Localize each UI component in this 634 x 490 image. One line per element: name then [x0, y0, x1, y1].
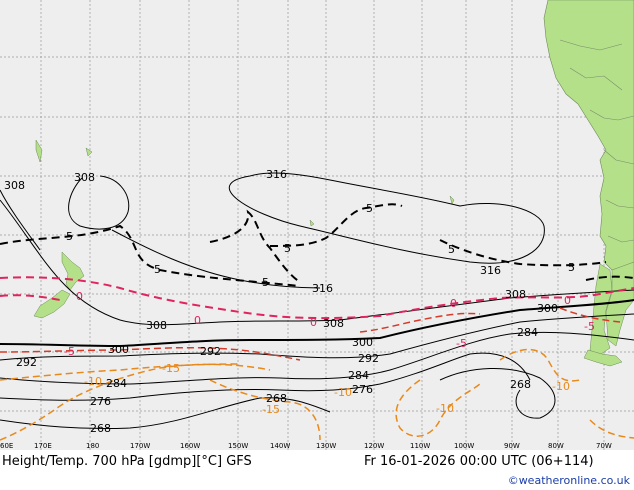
height-label: 300: [352, 336, 373, 349]
height-label: 308: [146, 319, 167, 332]
temp-label-plus5: 5: [568, 261, 575, 274]
temp-zero-contours: [0, 276, 634, 320]
contour-316b: [111, 229, 321, 289]
height-label: 292: [16, 356, 37, 369]
lon-tick: 90W: [504, 442, 520, 450]
lon-tick: 160W: [180, 442, 200, 450]
height-labels: 308 308 316 316 316 308 308 308 300 300 …: [4, 168, 558, 435]
temp-plus5-contours: [0, 203, 634, 287]
lon-tick: 170E: [34, 442, 52, 450]
temp-label-plus5: 5: [448, 243, 455, 256]
temp-label-minus10: -10: [334, 386, 352, 399]
lon-tick: 150W: [228, 442, 248, 450]
height-label: 292: [200, 345, 221, 358]
temp-label-minus5: -5: [456, 337, 467, 350]
lon-tick: 100W: [454, 442, 474, 450]
height-label: 268: [510, 378, 531, 391]
temp-label-minus5: -5: [64, 345, 75, 358]
height-label: 300: [108, 343, 129, 356]
height-label: 300: [537, 302, 558, 315]
contour-308-nz: [0, 175, 130, 251]
height-label: 276: [90, 395, 111, 408]
temp-label-minus15: -15: [262, 403, 280, 416]
temp-label-minus15: -15: [162, 362, 180, 375]
height-label: 308: [505, 288, 526, 301]
height-label: 308: [74, 171, 95, 184]
height-label: 308: [4, 179, 25, 192]
tierra-del-fuego: [583, 349, 623, 367]
new-zealand-north: [61, 251, 85, 291]
map-title: Height/Temp. 700 hPa [gdmp][°C] GFS: [2, 454, 252, 469]
temp-label-plus5: 5: [262, 276, 269, 289]
lon-tick: 170W: [130, 442, 150, 450]
temp-label-minus10: -10: [552, 380, 570, 393]
temp-label-plus5: 5: [366, 202, 373, 215]
contour-268: [0, 367, 556, 430]
valid-time: Fr 16-01-2026 00:00 UTC (06+114): [364, 454, 594, 469]
contour-284: [0, 331, 634, 385]
contour-300: [0, 299, 634, 348]
height-label: 316: [312, 282, 333, 295]
longitude-axis: 60E 170E 180 170W 160W 150W 140W 130W 12…: [0, 442, 612, 450]
height-label: 284: [517, 326, 538, 339]
contour-276: [0, 352, 531, 401]
height-label: 268: [266, 392, 287, 405]
lon-tick: 180: [86, 442, 99, 450]
contour-316: [228, 172, 545, 264]
temp-label-plus5: 5: [66, 230, 73, 243]
height-label: 308: [323, 317, 344, 330]
credit-link[interactable]: ©weatheronline.co.uk: [507, 474, 630, 487]
lon-tick: 60E: [0, 442, 13, 450]
lon-tick: 80W: [548, 442, 564, 450]
temp-label-minus10: -10: [436, 402, 454, 415]
temp-label-zero: 0: [76, 290, 83, 303]
temp-label-zero: 0: [194, 314, 201, 327]
lon-tick: 120W: [364, 442, 384, 450]
height-label: 268: [90, 422, 111, 435]
lon-tick: 140W: [270, 442, 290, 450]
height-label: 316: [480, 264, 501, 277]
lon-tick: 70W: [596, 442, 612, 450]
height-label: 292: [358, 352, 379, 365]
country-borders: [559, 39, 634, 243]
new-zealand-south: [33, 289, 71, 319]
temp-label-zero: 0: [450, 297, 457, 310]
islands: [35, 139, 455, 227]
temp-label-minus10: -10: [84, 375, 102, 388]
height-label: 284: [106, 377, 127, 390]
temp-labels: 5 5 5 5 5 5 5 0 0 0 0 0 -5 -5 -5 -10 -10…: [64, 202, 595, 416]
temp-label-zero: 0: [310, 316, 317, 329]
temp-label-minus5: -5: [584, 320, 595, 333]
height-label: 316: [266, 168, 287, 181]
temp-cold-contours: [0, 348, 634, 441]
lat-lon-grid: [0, 0, 634, 450]
temp-label-zero: 0: [564, 294, 571, 307]
ocean-area: [0, 0, 634, 450]
temp-minus5-contours: [0, 307, 621, 361]
height-label: 284: [348, 369, 369, 382]
height-contours: [0, 172, 634, 430]
height-label: 276: [352, 383, 373, 396]
lon-tick: 110W: [410, 442, 430, 450]
contour-292: [0, 313, 634, 361]
lon-tick: 130W: [316, 442, 336, 450]
temp-label-plus5: 5: [284, 242, 291, 255]
chile-land: [589, 263, 613, 357]
temp-label-plus5: 5: [154, 263, 161, 276]
